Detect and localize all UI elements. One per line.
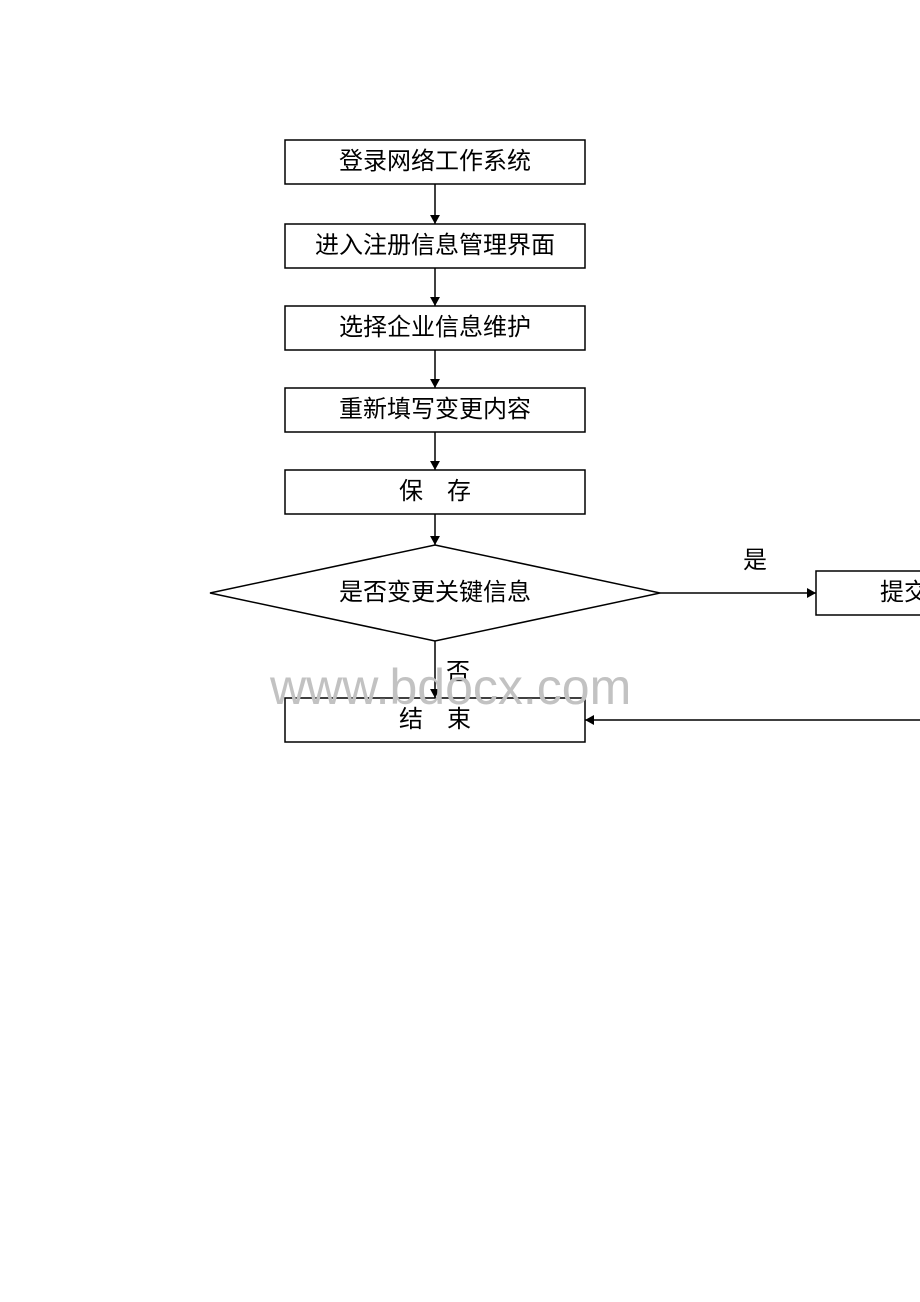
flowchart-decision-label: 是否变更关键信息 xyxy=(339,579,531,606)
flowchart-box-label: 选择企业信息维护 xyxy=(339,314,531,341)
flowchart-box-label: 进入注册信息管理界面 xyxy=(315,232,555,259)
flowchart-box-label: 保 存 xyxy=(399,478,471,505)
flowchart-box-label: 登录网络工作系统 xyxy=(339,148,531,175)
flowchart-box-label: 提交用 xyxy=(880,579,920,606)
edge-label: 是 xyxy=(743,548,767,574)
edge-label: 否 xyxy=(446,660,470,686)
flowchart-svg: 是否 登录网络工作系统进入注册信息管理界面选择企业信息维护重新填写变更内容保 存是… xyxy=(0,0,920,1302)
flowchart-box-label: 重新填写变更内容 xyxy=(339,396,531,423)
flowchart-box-label: 结 束 xyxy=(399,706,471,733)
